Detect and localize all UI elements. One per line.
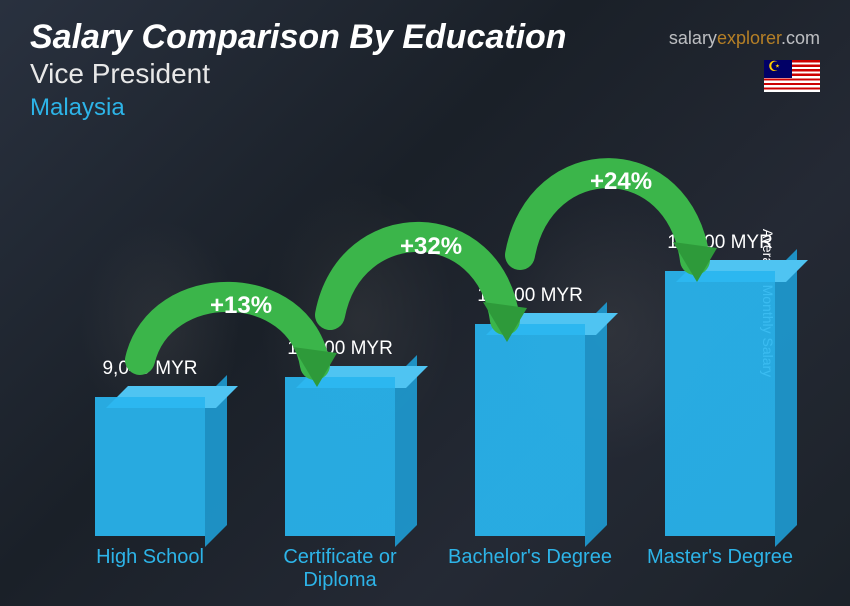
bar: 10,200 MYR: [285, 366, 395, 536]
bar-value-label: 10,200 MYR: [287, 338, 393, 360]
arc-percent-label: +32%: [400, 233, 462, 261]
arc-path: [330, 237, 505, 320]
increase-arc: +32%: [320, 215, 520, 325]
flag-icon: [764, 60, 820, 92]
bar-chart: 9,040 MYRHigh School10,200 MYRCertificat…: [60, 130, 790, 536]
bar: 9,040 MYR: [95, 386, 205, 536]
bar-category-label: Master's Degree: [630, 546, 810, 569]
bar-front-face: [285, 377, 395, 536]
bar-side-face: [585, 302, 607, 547]
watermark-mid: explorer: [717, 28, 781, 48]
chart-title: Salary Comparison By Education: [30, 18, 567, 57]
bar: 16,600 MYR: [665, 260, 775, 536]
bar-front-face: [665, 271, 775, 536]
bar-value-label: 13,400 MYR: [477, 285, 583, 307]
bar-category-label: High School: [60, 546, 240, 569]
bar-value-label: 9,040 MYR: [102, 358, 197, 380]
bar-category-label: Bachelor's Degree: [440, 546, 620, 569]
chart-country: Malaysia: [30, 94, 125, 122]
bar-value-label: 16,600 MYR: [667, 232, 773, 254]
chart-subtitle: Vice President: [30, 58, 210, 90]
bar-category-label: Certificate or Diploma: [250, 546, 430, 592]
arc-percent-label: +24%: [590, 168, 652, 196]
watermark-prefix: salary: [669, 28, 717, 48]
bar-front-face: [475, 324, 585, 536]
watermark-suffix: .com: [781, 28, 820, 48]
bar: 13,400 MYR: [475, 313, 585, 536]
watermark: salaryexplorer.com: [669, 28, 820, 49]
bar-side-face: [775, 249, 797, 547]
arc-svg: [320, 215, 520, 325]
arc-percent-label: +13%: [210, 292, 272, 320]
bar-front-face: [95, 397, 205, 536]
